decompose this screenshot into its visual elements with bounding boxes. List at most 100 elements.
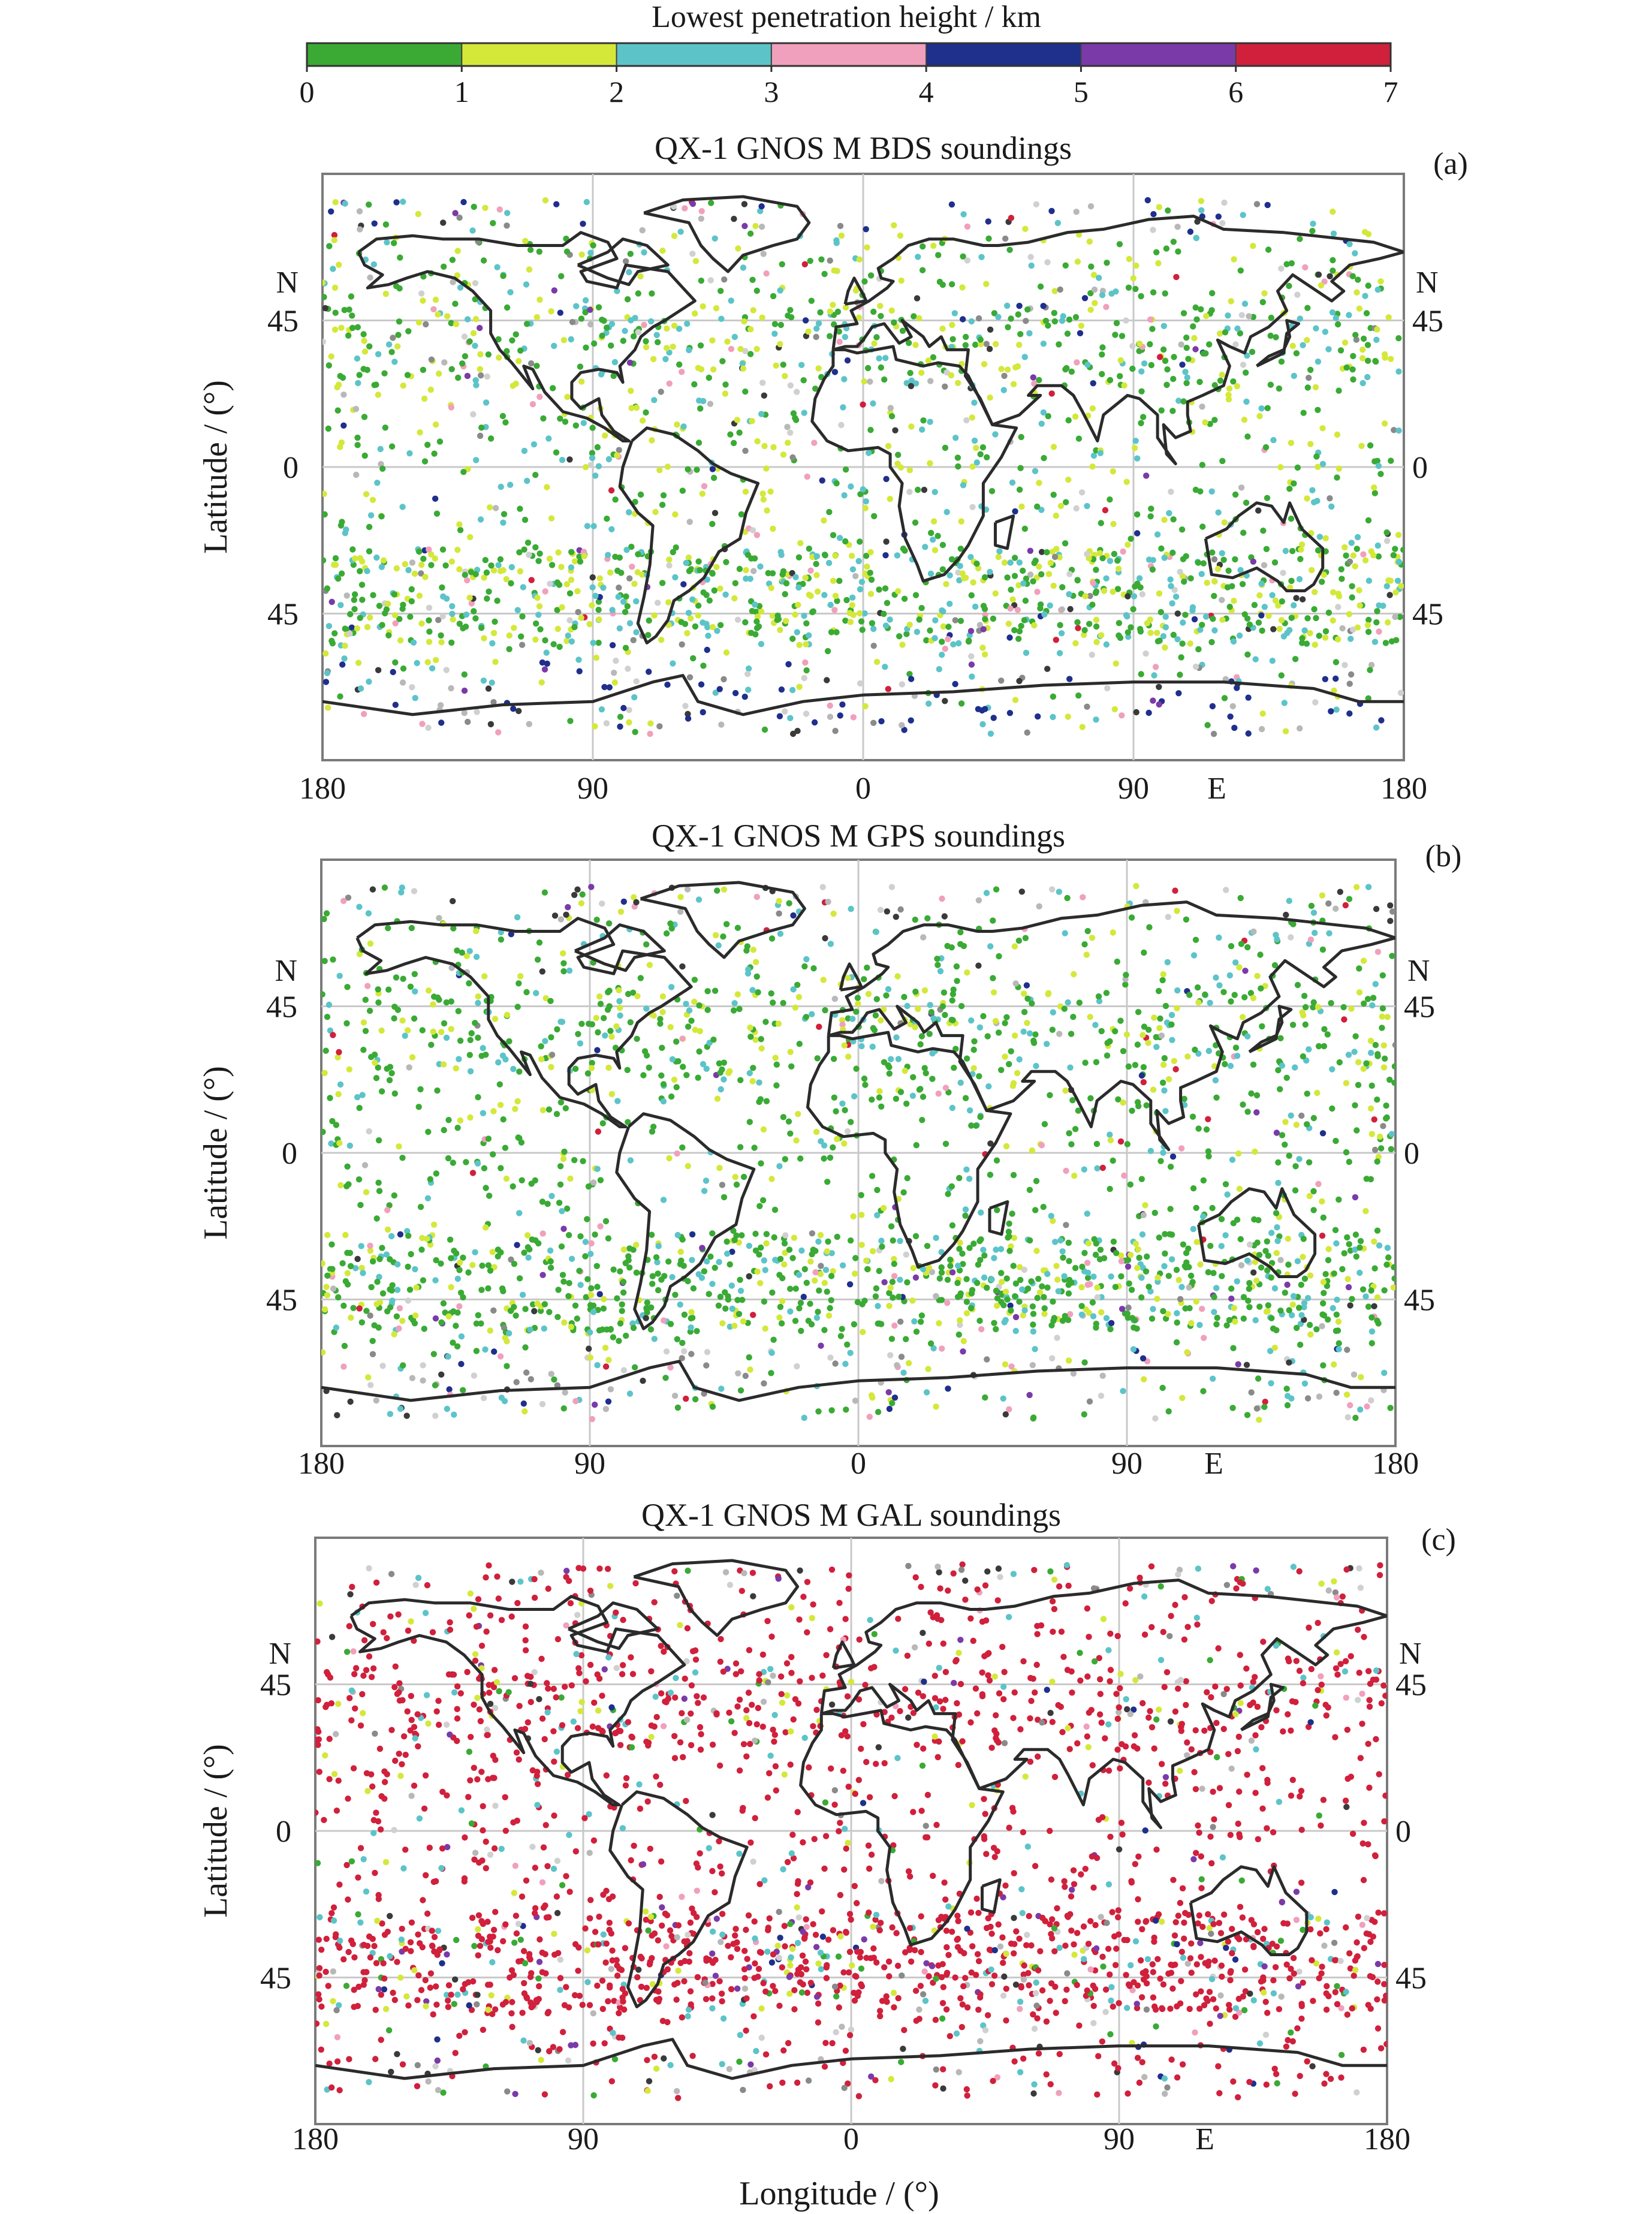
sounding-point (977, 336, 984, 343)
sounding-point (669, 1056, 676, 1063)
sounding-point (610, 1266, 617, 1273)
sounding-point (531, 1308, 538, 1315)
sounding-point (554, 1314, 561, 1320)
sounding-point (944, 1300, 951, 1306)
sounding-point (558, 1243, 565, 1250)
sounding-point (1097, 450, 1104, 456)
sounding-point (526, 721, 532, 728)
sounding-point (548, 515, 555, 522)
sounding-point (342, 642, 348, 649)
sounding-point (1017, 465, 1024, 471)
sounding-point (1368, 662, 1375, 668)
sounding-point (1392, 589, 1399, 596)
colorbar-frame (306, 42, 1392, 67)
sounding-point (1300, 342, 1306, 348)
sounding-point (1232, 491, 1239, 498)
sounding-point (430, 1351, 437, 1357)
sounding-point (899, 681, 906, 688)
sounding-point (1388, 457, 1394, 464)
sounding-point (1362, 293, 1368, 299)
sounding-point (1065, 417, 1072, 424)
sounding-point (438, 719, 445, 726)
sounding-point (940, 623, 947, 630)
sounding-point (994, 1302, 1000, 1309)
sounding-point (844, 357, 851, 364)
sounding-point (473, 382, 480, 388)
sounding-point (1017, 331, 1024, 338)
sounding-point (565, 1232, 572, 1239)
sounding-point (548, 1034, 554, 1041)
sounding-point (1157, 609, 1165, 616)
sounding-point (1059, 317, 1066, 324)
sounding-point (589, 454, 596, 462)
sounding-point (718, 721, 725, 728)
sounding-point (786, 1246, 793, 1253)
sounding-point (599, 1120, 606, 1126)
sounding-point (1019, 1286, 1026, 1293)
sounding-point (1026, 1237, 1033, 1244)
sounding-point (1362, 1207, 1369, 1215)
sounding-point (750, 307, 756, 314)
sounding-point (972, 603, 979, 610)
sounding-point (1092, 300, 1098, 306)
sounding-point (622, 609, 629, 615)
sounding-point (828, 1273, 835, 1279)
sounding-point (501, 511, 508, 517)
sounding-point (1321, 1290, 1327, 1296)
sounding-point (669, 1274, 676, 1281)
sounding-point (665, 599, 672, 606)
sounding-point (792, 1004, 799, 1011)
sounding-point (777, 1255, 784, 1263)
sounding-point (1174, 1319, 1180, 1326)
sounding-point (727, 431, 734, 438)
sounding-point (704, 646, 710, 653)
sounding-point (456, 620, 463, 627)
sounding-point (1059, 606, 1065, 613)
sounding-point (1245, 694, 1252, 701)
sounding-point (1034, 1294, 1041, 1302)
sounding-point (618, 570, 625, 576)
sounding-point (1229, 703, 1236, 710)
sounding-point (919, 426, 926, 433)
sounding-point (562, 418, 569, 425)
sounding-point (697, 342, 704, 349)
sounding-point (782, 617, 789, 625)
sounding-point (1289, 1301, 1296, 1308)
sounding-point (1349, 273, 1356, 279)
y-tick-label-left: 0 (282, 1137, 297, 1171)
sounding-point (737, 1144, 744, 1150)
sounding-point (792, 417, 800, 423)
sounding-point (418, 570, 424, 577)
sounding-point (1152, 1415, 1159, 1422)
sounding-point (1230, 1220, 1237, 1227)
sounding-point (1174, 908, 1180, 914)
sounding-point (1136, 341, 1143, 347)
sounding-point (400, 198, 406, 205)
sounding-point (454, 547, 461, 553)
sounding-point (859, 626, 866, 633)
sounding-point (998, 1067, 1005, 1074)
sounding-point (878, 718, 885, 725)
sounding-point (581, 553, 587, 559)
sounding-point (838, 232, 845, 239)
sounding-point (556, 1200, 563, 1206)
sounding-point (637, 491, 644, 498)
sounding-point (685, 610, 692, 616)
sounding-point (897, 1237, 903, 1245)
sounding-point (674, 1404, 682, 1411)
sounding-point (470, 411, 477, 418)
sounding-point (1057, 1237, 1064, 1244)
sounding-point (1002, 1288, 1009, 1295)
sounding-point (821, 1327, 828, 1333)
sounding-point (331, 231, 338, 239)
sounding-point (1009, 479, 1016, 486)
sounding-point (376, 1255, 383, 1263)
sounding-point (1356, 1269, 1363, 1276)
sounding-point (1391, 427, 1397, 433)
sounding-point (328, 208, 334, 215)
sounding-point (504, 1011, 511, 1019)
sounding-point (759, 314, 765, 321)
sounding-point (1301, 993, 1308, 999)
sounding-point (1234, 1053, 1241, 1059)
sounding-point (752, 601, 758, 608)
